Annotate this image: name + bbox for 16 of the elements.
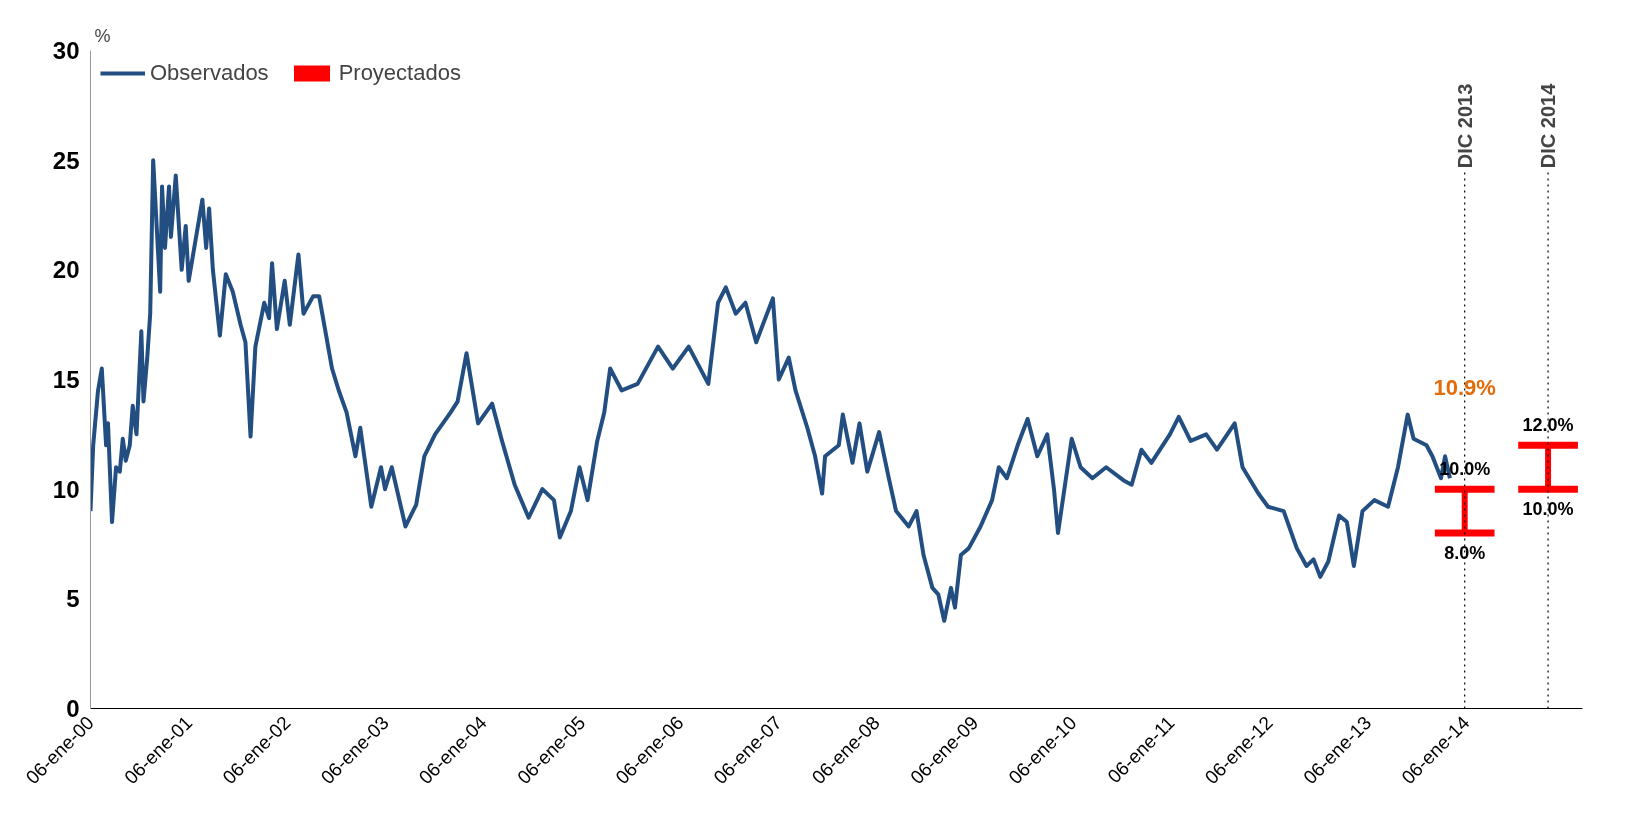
annotation: 10.9% <box>1433 374 1496 400</box>
y-tick-label: 0 <box>66 695 80 722</box>
y-axis-title: % <box>94 25 111 46</box>
legend-label: Observados <box>150 60 269 86</box>
ref-line-label: DIC 2013 <box>1453 83 1476 169</box>
annotation: 12.0% <box>1522 415 1574 436</box>
annotation: 8.0% <box>1444 543 1486 564</box>
y-tick-label: 20 <box>52 256 80 284</box>
y-tick-label: 10 <box>52 475 80 503</box>
y-tick-label: 15 <box>52 366 80 393</box>
y-tick-label: 30 <box>52 37 80 64</box>
annotation: 10.0% <box>1522 499 1574 520</box>
legend-label: Proyectados <box>338 60 461 86</box>
y-tick-label: 25 <box>52 146 80 174</box>
y-tick-label: 5 <box>66 585 80 613</box>
ref-line-label: DIC 2014 <box>1537 82 1560 169</box>
